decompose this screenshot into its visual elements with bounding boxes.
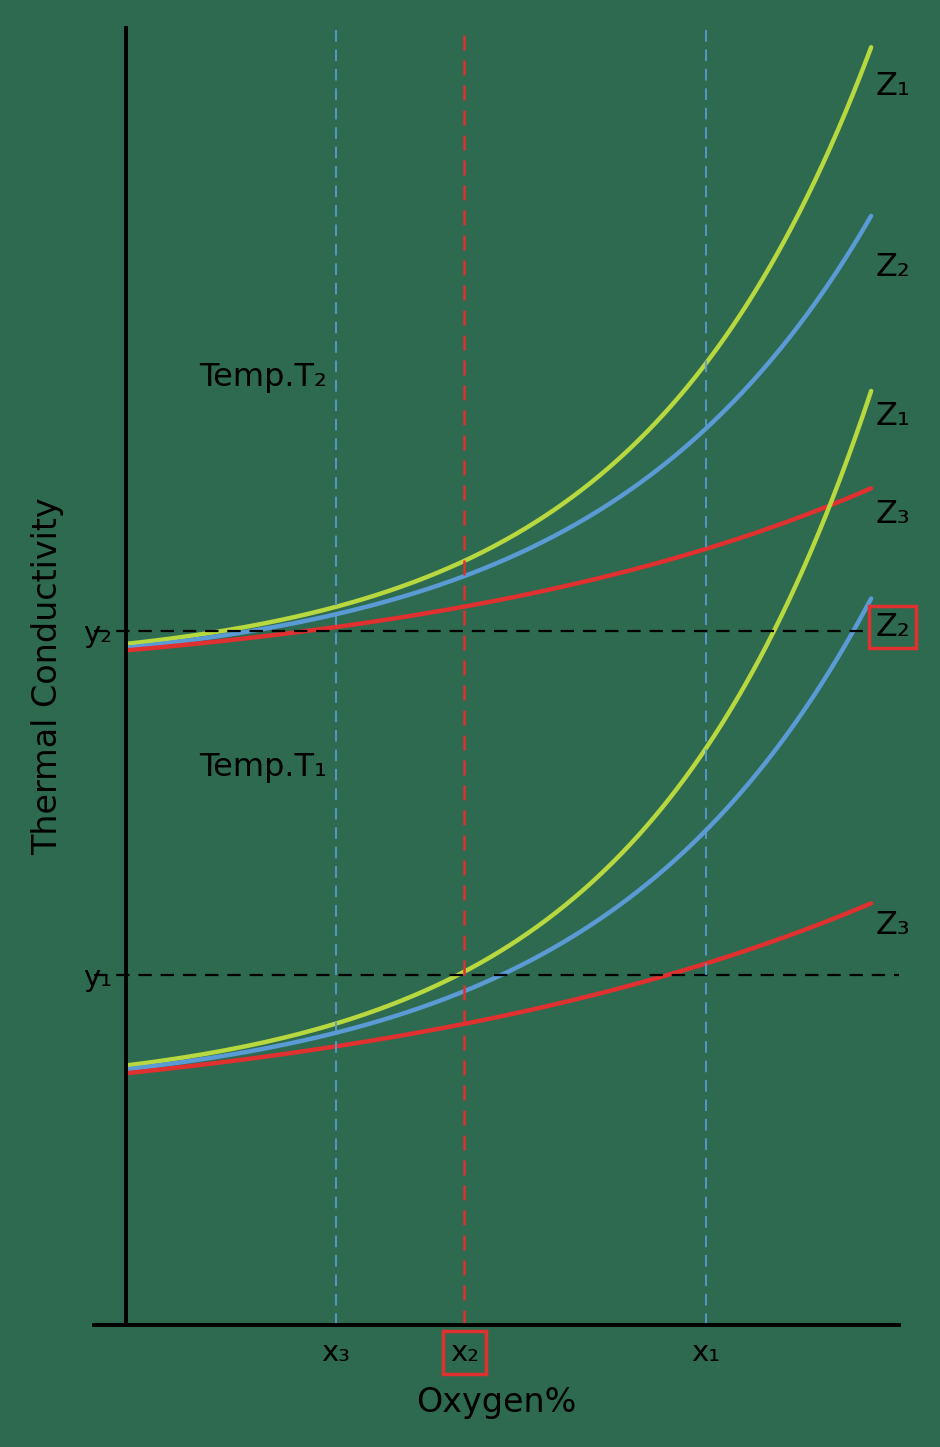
Text: Z₃: Z₃	[875, 499, 910, 530]
Text: Z₂: Z₂	[875, 252, 910, 284]
Text: Z₁: Z₁	[875, 401, 910, 433]
X-axis label: Oxygen%: Oxygen%	[416, 1386, 577, 1420]
Text: Temp.T₁: Temp.T₁	[198, 751, 326, 783]
Text: Z₃: Z₃	[875, 910, 910, 941]
Text: Z₂: Z₂	[875, 612, 910, 642]
Text: Z₁: Z₁	[875, 71, 910, 101]
Text: Temp.T₂: Temp.T₂	[198, 363, 326, 394]
Y-axis label: Thermal Conductivity: Thermal Conductivity	[31, 498, 64, 855]
